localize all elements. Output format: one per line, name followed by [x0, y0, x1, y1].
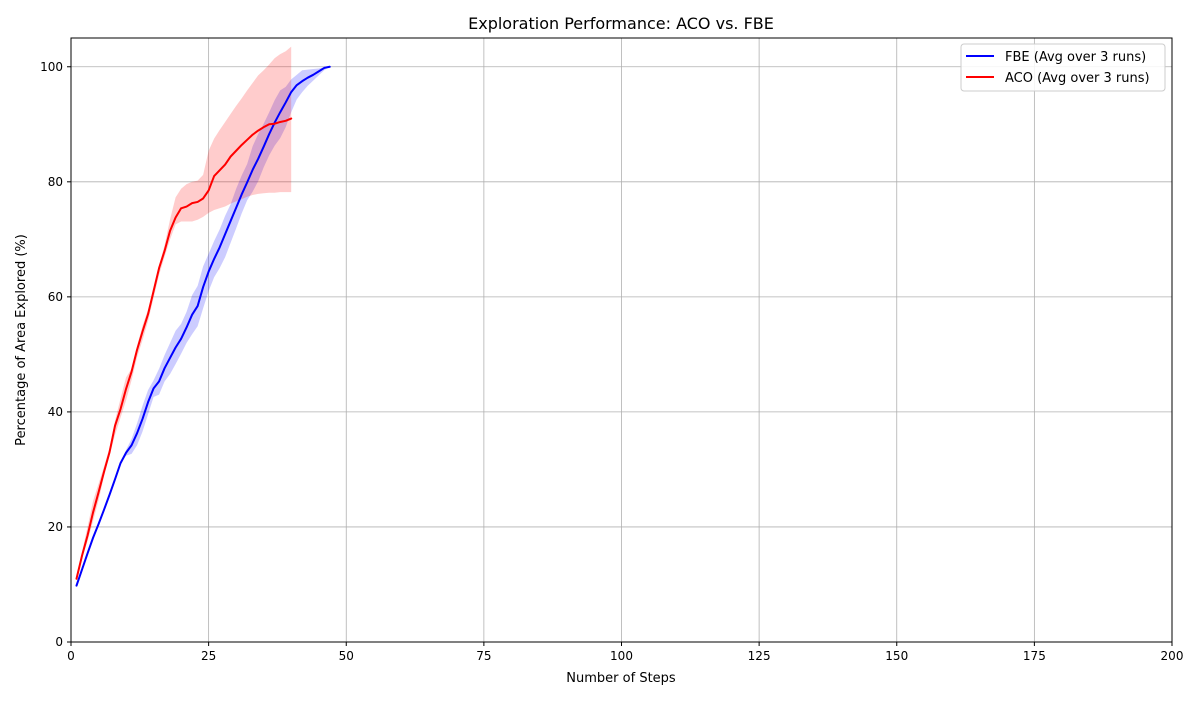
y-tick-label: 80	[48, 175, 63, 189]
x-axis-ticks: 0 25 50 75 100 125 150 175 200	[67, 642, 1183, 663]
x-tick-label: 25	[201, 649, 216, 663]
x-tick-label: 100	[610, 649, 633, 663]
y-tick-label: 40	[48, 405, 63, 419]
legend-label-fbe: FBE (Avg over 3 runs)	[1005, 50, 1146, 65]
x-tick-label: 200	[1161, 649, 1184, 663]
x-tick-label: 150	[885, 649, 908, 663]
y-axis-ticks: 0 20 40 60 80 100	[40, 60, 71, 649]
y-axis-label: Percentage of Area Explored (%)	[14, 234, 29, 446]
legend-box	[960, 43, 1166, 92]
fbe-mean-line	[75, 65, 331, 587]
aco-mean-line	[75, 117, 293, 580]
y-tick-label: 100	[40, 60, 63, 74]
y-tick-label: 20	[48, 520, 63, 534]
series-lines	[75, 65, 331, 587]
legend-label-aco: ACO (Avg over 3 runs)	[1005, 71, 1150, 86]
x-tick-label: 75	[476, 649, 491, 663]
confidence-bands	[76, 46, 330, 586]
x-tick-label: 0	[67, 649, 75, 663]
legend: FBE (Avg over 3 runs) ACO (Avg over 3 ru…	[960, 43, 1166, 92]
aco-range-band	[76, 46, 292, 579]
x-tick-label: 50	[339, 649, 354, 663]
chart-title: Exploration Performance: ACO vs. FBE	[468, 14, 774, 33]
x-axis-label: Number of Steps	[566, 671, 676, 686]
y-tick-label: 0	[55, 635, 63, 649]
x-tick-label: 125	[748, 649, 771, 663]
y-tick-label: 60	[48, 290, 63, 304]
x-tick-label: 175	[1023, 649, 1046, 663]
